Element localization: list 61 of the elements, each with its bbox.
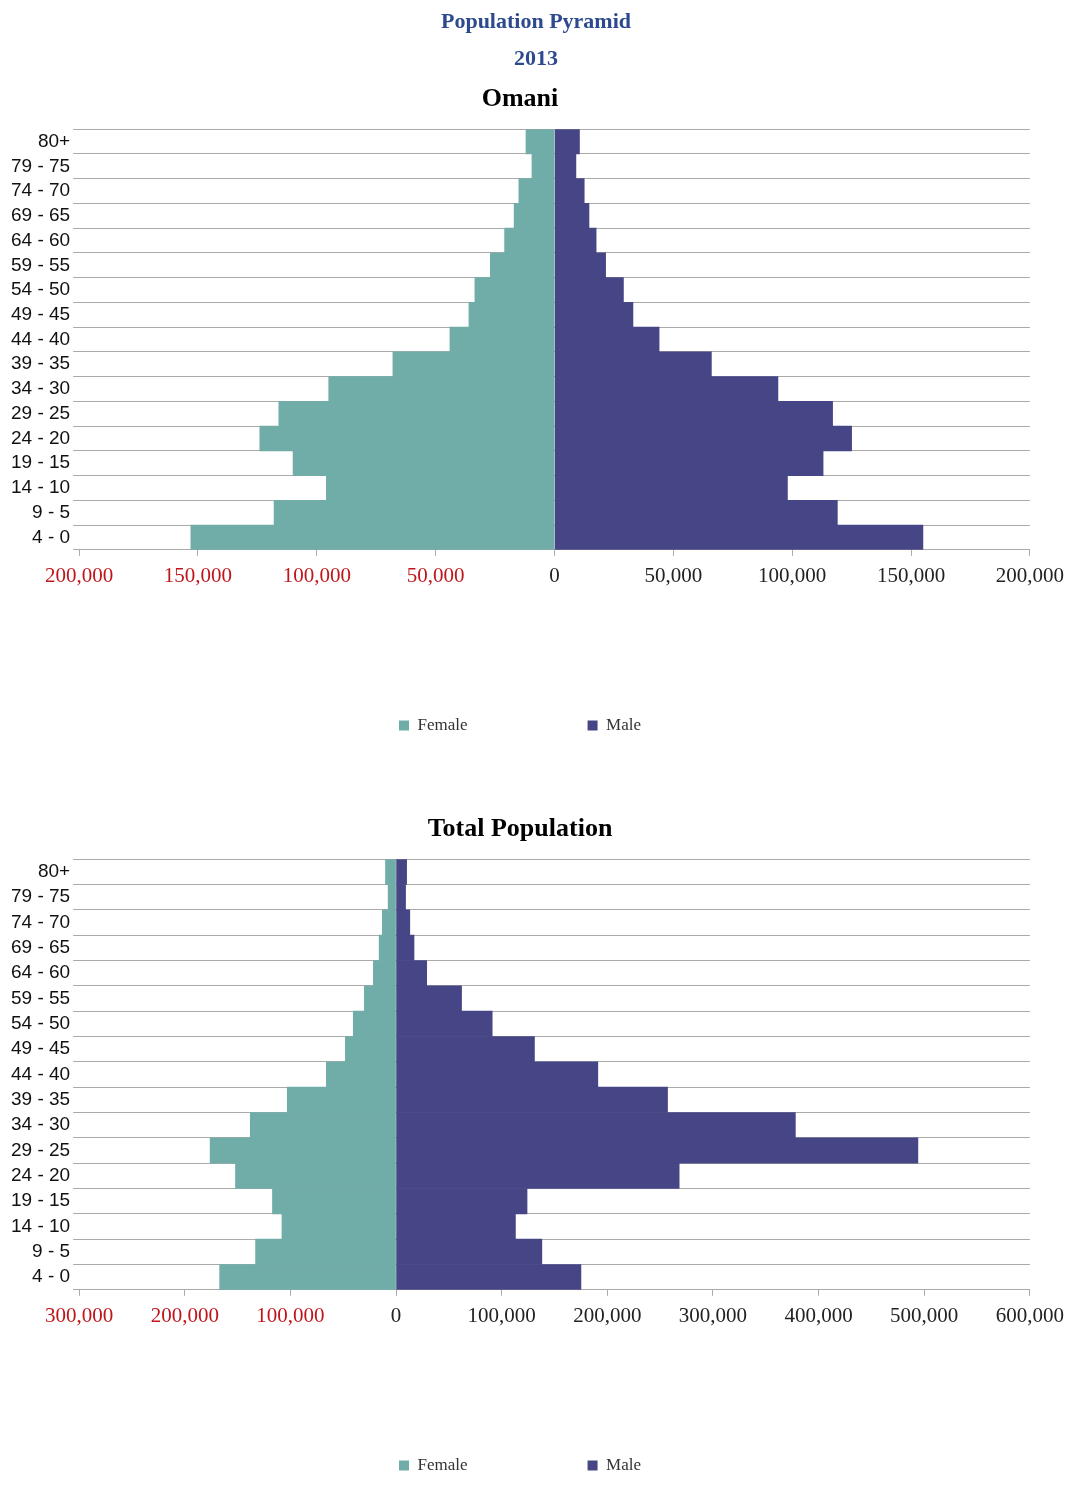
y-tick-label: 74 - 70: [11, 910, 71, 932]
text: 2013: [513, 44, 559, 72]
x-tick-label: 300,000: [678, 1302, 748, 1327]
x-tick-label: 400,000: [784, 1302, 853, 1327]
y-tick-label: 4 - 0: [32, 1265, 71, 1287]
y-tick-label: 44 - 40: [11, 1062, 71, 1084]
y-tick-label: 29 - 25: [11, 1138, 71, 1160]
chart-title: Omani: [481, 83, 559, 113]
x-tick-label: 50,000: [406, 562, 465, 587]
x-tick-label: 100,000: [282, 562, 351, 587]
x-tick-label: 500,000: [890, 1302, 959, 1327]
x-tick-label: 600,000: [995, 1302, 1064, 1327]
y-tick-label: 69 - 65: [11, 936, 71, 958]
y-tick-label: 64 - 60: [11, 961, 71, 983]
x-tick-label: 100,000: [467, 1302, 536, 1327]
x-tick-label: 150,000: [876, 562, 946, 587]
x-tick-label: 100,000: [256, 1302, 325, 1327]
legend-label: Female: [417, 1454, 468, 1474]
y-tick-label: 24 - 20: [11, 1164, 71, 1186]
y-tick-label: 80+: [37, 129, 71, 151]
y-tick-label: 14 - 10: [11, 476, 71, 498]
y-tick-label: 54 - 50: [11, 1012, 71, 1034]
y-tick-label: 29 - 25: [11, 401, 71, 423]
text: Population Pyramid: [439, 7, 633, 35]
y-tick-label: 49 - 45: [11, 302, 71, 324]
y-tick-label: 59 - 55: [11, 253, 71, 275]
y-tick-label: 59 - 55: [11, 986, 71, 1008]
y-tick-label: 49 - 45: [11, 1037, 71, 1059]
x-tick-label: 300,000: [45, 1302, 114, 1327]
x-tick-label: 150,000: [163, 562, 233, 587]
y-tick-label: 19 - 15: [11, 1189, 71, 1211]
y-tick-label: 4 - 0: [32, 525, 71, 547]
chart-title: Total Population: [427, 813, 613, 843]
y-tick-label: 69 - 65: [11, 204, 71, 226]
y-tick-label: 44 - 40: [11, 327, 71, 349]
y-tick-label: 80+: [37, 860, 71, 882]
x-tick-label: 50,000: [644, 562, 703, 587]
legend-label: Female: [417, 714, 468, 734]
x-tick-label: 0: [390, 1302, 402, 1327]
legend-label: Male: [606, 1454, 641, 1474]
y-tick-label: 24 - 20: [11, 426, 71, 448]
y-tick-label: 79 - 75: [11, 885, 71, 907]
x-tick-label: 200,000: [150, 1302, 219, 1327]
y-tick-label: 34 - 30: [11, 377, 71, 399]
y-tick-label: 64 - 60: [11, 228, 71, 250]
y-tick-label: 79 - 75: [11, 154, 71, 176]
y-tick-label: 14 - 10: [11, 1214, 71, 1236]
y-tick-label: 74 - 70: [11, 179, 71, 201]
x-tick-label: 200,000: [573, 1302, 642, 1327]
x-tick-label: 200,000: [45, 562, 114, 587]
y-tick-label: 9 - 5: [32, 500, 71, 522]
y-tick-label: 39 - 35: [11, 1088, 71, 1110]
y-tick-label: 54 - 50: [11, 278, 71, 300]
x-tick-label: 100,000: [758, 562, 827, 587]
y-tick-label: 34 - 30: [11, 1113, 71, 1135]
y-tick-label: 9 - 5: [32, 1240, 71, 1262]
legend-label: Male: [606, 714, 641, 734]
x-tick-label: 200,000: [995, 562, 1064, 587]
y-tick-label: 19 - 15: [11, 451, 71, 473]
y-tick-label: 39 - 35: [11, 352, 71, 374]
x-tick-label: 0: [549, 562, 560, 587]
